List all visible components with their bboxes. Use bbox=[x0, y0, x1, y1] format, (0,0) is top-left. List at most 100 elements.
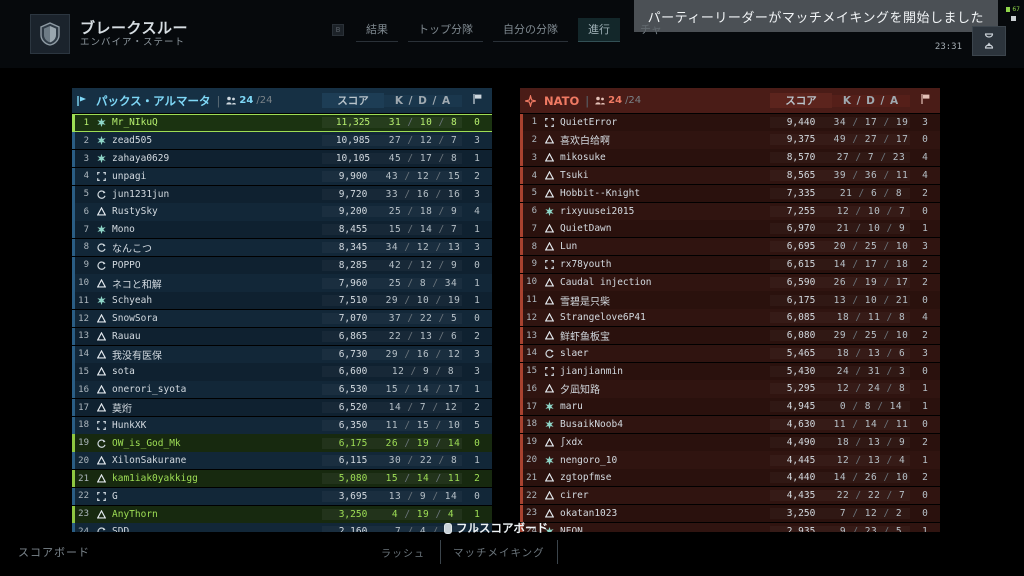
table-row[interactable]: 22 G 3,695 13 / 9 / 14 0 bbox=[72, 487, 492, 506]
player-score: 3,695 bbox=[322, 491, 384, 502]
table-row[interactable]: 18 HunkXK 6,350 11 / 15 / 10 5 bbox=[72, 416, 492, 435]
table-row[interactable]: 21 zgtopfmse 4,440 14 / 26 / 10 2 bbox=[520, 469, 940, 487]
player-flag-captures: 3 bbox=[922, 241, 928, 253]
player-kda: 37 / 22 / 5 bbox=[384, 313, 462, 324]
table-row[interactable]: 2 zead505 10,985 27 / 12 / 7 3 bbox=[72, 132, 492, 150]
table-row[interactable]: 12 SnowSora 7,070 37 / 22 / 5 0 bbox=[72, 310, 492, 328]
table-row[interactable]: 18 BusaikNoob4 4,630 11 / 14 / 11 0 bbox=[520, 415, 940, 434]
assault-class-icon bbox=[542, 419, 557, 429]
table-row[interactable]: 13 Rauau 6,865 22 / 13 / 6 2 bbox=[72, 327, 492, 346]
assault-class-icon bbox=[94, 296, 109, 306]
table-row[interactable]: 23 okatan1023 3,250 7 / 12 / 2 0 bbox=[520, 504, 940, 523]
table-row[interactable]: 17 莫烆 6,520 14 / 7 / 12 2 bbox=[72, 398, 492, 417]
table-row[interactable]: 7 Mono 8,455 15 / 14 / 7 1 bbox=[72, 221, 492, 239]
table-row[interactable]: 16 onerori_syota 6,530 15 / 14 / 17 1 bbox=[72, 381, 492, 399]
table-row[interactable]: 6 rixyuusei2015 7,255 12 / 10 / 7 0 bbox=[520, 202, 940, 220]
mouse-icon bbox=[444, 522, 452, 534]
table-row[interactable]: 15 sota 6,600 12 / 9 / 8 3 bbox=[72, 363, 492, 381]
table-row[interactable]: 8 Lun 6,695 20 / 25 / 10 3 bbox=[520, 238, 940, 256]
player-rank: 11 bbox=[526, 295, 537, 305]
player-score: 6,695 bbox=[770, 241, 832, 252]
table-row[interactable]: 22 cirer 4,435 22 / 22 / 7 0 bbox=[520, 487, 940, 505]
player-kda: 9 / 23 / 5 bbox=[832, 526, 910, 537]
table-row[interactable]: 11 雪碧是只柴 6,175 13 / 10 / 21 0 bbox=[520, 291, 940, 309]
player-score: 11,325 bbox=[322, 117, 384, 129]
table-row[interactable]: 6 RustySky 9,200 25 / 18 / 9 4 bbox=[72, 203, 492, 221]
recon-class-icon bbox=[94, 456, 109, 465]
player-name: cirer bbox=[560, 490, 589, 502]
recon-class-icon bbox=[542, 188, 557, 198]
table-row[interactable]: 8 なんこつ 8,345 34 / 12 / 13 3 bbox=[72, 238, 492, 257]
table-row[interactable]: 16 夕凪知路 5,295 12 / 24 / 8 1 bbox=[520, 380, 940, 398]
table-row[interactable]: 4 Tsuki 8,565 39 / 36 / 11 4 bbox=[520, 166, 940, 185]
tab-my-squad[interactable]: 自分の分隊 bbox=[493, 18, 568, 42]
table-row[interactable]: 21 kam1iak0yakkigg 5,080 15 / 14 / 11 2 bbox=[72, 470, 492, 488]
table-row[interactable]: 4 unpagi 9,900 43 / 12 / 15 2 bbox=[72, 167, 492, 186]
table-row[interactable]: 3 mikosuke 8,570 27 / 7 / 23 4 bbox=[520, 149, 940, 167]
table-row[interactable]: 9 rx78youth 6,615 14 / 17 / 18 2 bbox=[520, 255, 940, 274]
player-flag-captures: 3 bbox=[474, 188, 480, 200]
full-scoreboard-tooltip: フルスコアボード bbox=[444, 520, 548, 536]
table-row[interactable]: 11 Schyeah 7,510 29 / 10 / 19 1 bbox=[72, 292, 492, 310]
recon-class-icon bbox=[542, 135, 557, 144]
player-flag-captures: 4 bbox=[922, 312, 928, 324]
player-rows-left: 1 Mr_NIkuQ 11,325 31 / 10 / 8 0 2 zead505 10,98… bbox=[72, 113, 492, 541]
table-row[interactable]: 13 鲜虾鱼板宝 6,080 29 / 25 / 10 2 bbox=[520, 326, 940, 345]
player-score: 5,295 bbox=[770, 383, 832, 394]
player-rank: 15 bbox=[526, 366, 537, 377]
scoreboard-team-left: パックス・アルマータ | 24 /24 スコア K / D / A 1 Mr_NI… bbox=[72, 88, 492, 541]
ping-value: 67 bbox=[1012, 6, 1020, 13]
player-kda: 29 / 10 / 19 bbox=[385, 295, 461, 307]
hourglass-icon[interactable] bbox=[972, 26, 1006, 56]
signal-bar-icon bbox=[1006, 7, 1011, 12]
recon-class-icon bbox=[542, 437, 557, 447]
table-row[interactable]: 20 nengoro_10 4,445 12 / 13 / 4 1 bbox=[520, 451, 940, 469]
player-score: 4,435 bbox=[770, 490, 832, 501]
player-rank: 6 bbox=[83, 206, 89, 217]
player-flag-captures: 2 bbox=[922, 276, 928, 288]
player-score: 4,945 bbox=[770, 401, 832, 412]
table-row[interactable]: 5 Hobbit--Knight 7,335 21 / 6 / 8 2 bbox=[520, 184, 940, 203]
table-row[interactable]: 12 Strangelove6P41 6,085 18 / 11 / 8 4 bbox=[520, 309, 940, 327]
table-row[interactable]: 2 喜欢白给啊 9,375 49 / 27 / 17 0 bbox=[520, 131, 940, 149]
player-rank: 11 bbox=[78, 295, 89, 306]
table-row[interactable]: 9 POPPO 8,285 42 / 12 / 9 0 bbox=[72, 256, 492, 275]
team-header-right: NATO | 24 /24 スコア K / D / A bbox=[520, 88, 940, 113]
table-row[interactable]: 3 zahaya0629 10,105 45 / 17 / 8 1 bbox=[72, 149, 492, 168]
player-kda: 14 / 17 / 18 bbox=[833, 258, 909, 270]
player-flag-captures: 0 bbox=[474, 490, 480, 502]
table-row[interactable]: 7 QuietDawn 6,970 21 / 10 / 9 1 bbox=[520, 220, 940, 238]
player-rank: 6 bbox=[531, 206, 537, 217]
table-row[interactable]: 23 AnyThorn 3,250 4 / 19 / 4 1 bbox=[72, 505, 492, 523]
clock-time: 23:31 bbox=[934, 42, 962, 52]
player-flag-captures: 3 bbox=[474, 348, 480, 360]
nav-tabs[interactable]: B 結果 トップ分隊 自分の分隊 進行 チャ bbox=[332, 18, 682, 42]
tab-progress[interactable]: 進行 bbox=[578, 18, 620, 42]
table-row[interactable]: 14 我没有医保 6,730 29 / 16 / 12 3 bbox=[72, 345, 492, 363]
team-player-count-right: 24 /24 bbox=[595, 95, 641, 106]
table-row[interactable]: 5 jun1231jun 9,720 33 / 16 / 16 3 bbox=[72, 185, 492, 203]
table-row[interactable]: 10 ネコと和解 7,960 25 / 8 / 34 1 bbox=[72, 274, 492, 292]
bottom-action-bar: スコアボード ラッシュ マッチメイキング フルスコアボード bbox=[0, 521, 1024, 576]
player-score: 10,985 bbox=[322, 135, 384, 146]
table-row[interactable]: 19 OW_is_God_Mk 6,175 26 / 19 / 14 0 bbox=[72, 434, 492, 452]
table-row[interactable]: 20 XilonSakurane 6,115 30 / 22 / 8 1 bbox=[72, 452, 492, 470]
tab-results[interactable]: 結果 bbox=[356, 18, 398, 42]
table-row[interactable]: 1 QuietError 9,440 34 / 17 / 19 3 bbox=[520, 113, 940, 131]
pax-armata-flag-icon bbox=[72, 95, 92, 107]
player-name: 雪碧是只柴 bbox=[560, 296, 610, 308]
column-header-score-right: スコア bbox=[770, 93, 832, 108]
table-row[interactable]: 17 maru 4,945 0 / 8 / 14 1 bbox=[520, 398, 940, 416]
top-header-bar: ブレークスルー エンバイア・ステート B 結果 トップ分隊 自分の分隊 進行 チ… bbox=[0, 0, 1024, 68]
table-row[interactable]: 1 Mr_NIkuQ 11,325 31 / 10 / 8 0 bbox=[72, 113, 492, 132]
table-row[interactable]: 14 slaer 5,465 18 / 13 / 6 3 bbox=[520, 344, 940, 363]
player-rank: 23 bbox=[78, 509, 89, 520]
table-row[interactable]: 15 jianjianmin 5,430 24 / 31 / 3 0 bbox=[520, 362, 940, 380]
table-row[interactable]: 19 ∫xdx 4,490 18 / 13 / 9 2 bbox=[520, 433, 940, 452]
table-row[interactable]: 10 Caudal injection 6,590 26 / 19 / 17 2 bbox=[520, 273, 940, 292]
page-title: ブレークスルー bbox=[80, 18, 189, 37]
tab-top-squads[interactable]: トップ分隊 bbox=[408, 18, 483, 42]
matchmaking-button[interactable]: マッチメイキング bbox=[440, 540, 558, 564]
player-score: 9,900 bbox=[322, 171, 384, 182]
player-score: 4,445 bbox=[770, 455, 832, 466]
